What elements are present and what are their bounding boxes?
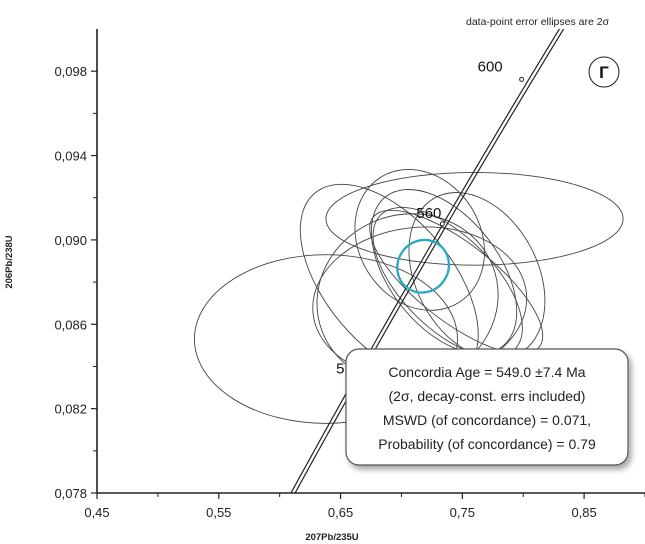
- x-tick-label: 0,65: [328, 505, 353, 520]
- result-box: Concordia Age = 549.0 ±7.4 Ma (2σ, decay…: [345, 348, 629, 466]
- concordia-age-ellipse-group: [396, 238, 451, 294]
- x-tick-label: 0,55: [206, 505, 231, 520]
- error-ellipse-9: [369, 209, 544, 355]
- header-note: data-point error ellipses are 2σ: [466, 16, 610, 28]
- error-ellipse-1: [325, 171, 624, 266]
- x-tick-label: 0,75: [450, 505, 475, 520]
- age-label-560: 560: [416, 205, 441, 222]
- age-marker-600: [519, 76, 525, 82]
- x-tick-label: 0,45: [84, 505, 109, 520]
- concordia-line-b: [294, 29, 565, 493]
- axis-ticks: 0,45 0,55 0,65 0,75 0,85 0,078 0,082 0,086 0,090…: [54, 64, 645, 520]
- error-note-text: (2σ, decay-const. errs included): [389, 388, 586, 404]
- mswd-text: MSWD (of concordance) = 0.071,: [383, 412, 591, 428]
- y-tick-label: 0,078: [54, 486, 87, 501]
- x-axis-label: 207Pb/235U: [305, 532, 358, 543]
- error-ellipse-2: [193, 254, 458, 424]
- y-tick-label: 0,098: [54, 64, 87, 79]
- y-tick-label: 0,094: [54, 149, 87, 164]
- concordia-curve: [290, 29, 565, 493]
- y-tick-label: 0,090: [54, 233, 87, 248]
- x-tick-label: 0,85: [571, 505, 596, 520]
- panel-badge: Г: [588, 56, 620, 88]
- age-label-600: 600: [478, 58, 503, 75]
- age-marker-560: [439, 221, 445, 227]
- probability-text: Probability (of concordance) = 0.79: [378, 436, 596, 452]
- concordia-age-text: Concordia Age = 549.0 ±7.4 Ma: [388, 364, 585, 380]
- error-ellipse-5: [354, 169, 485, 311]
- y-tick-label: 0,086: [54, 317, 87, 332]
- y-tick-label: 0,082: [54, 402, 87, 417]
- concordia-age-ellipse: [396, 238, 451, 294]
- panel-label: Г: [599, 63, 609, 82]
- y-axis-label: 206Pb/238U: [4, 235, 15, 288]
- error-ellipse-6: [370, 189, 518, 355]
- concordia-line-a: [290, 29, 561, 493]
